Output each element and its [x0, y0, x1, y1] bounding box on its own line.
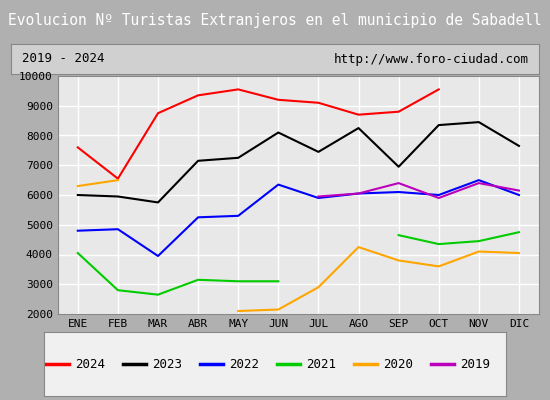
Text: Evolucion Nº Turistas Extranjeros en el municipio de Sabadell: Evolucion Nº Turistas Extranjeros en el … [8, 14, 542, 28]
Text: http://www.foro-ciudad.com: http://www.foro-ciudad.com [333, 52, 529, 66]
Text: 2020: 2020 [383, 358, 414, 370]
Text: 2022: 2022 [229, 358, 260, 370]
Text: 2023: 2023 [152, 358, 183, 370]
Text: 2019: 2019 [460, 358, 491, 370]
Text: 2024: 2024 [75, 358, 106, 370]
Text: 2021: 2021 [306, 358, 337, 370]
Text: 2019 - 2024: 2019 - 2024 [21, 52, 104, 66]
